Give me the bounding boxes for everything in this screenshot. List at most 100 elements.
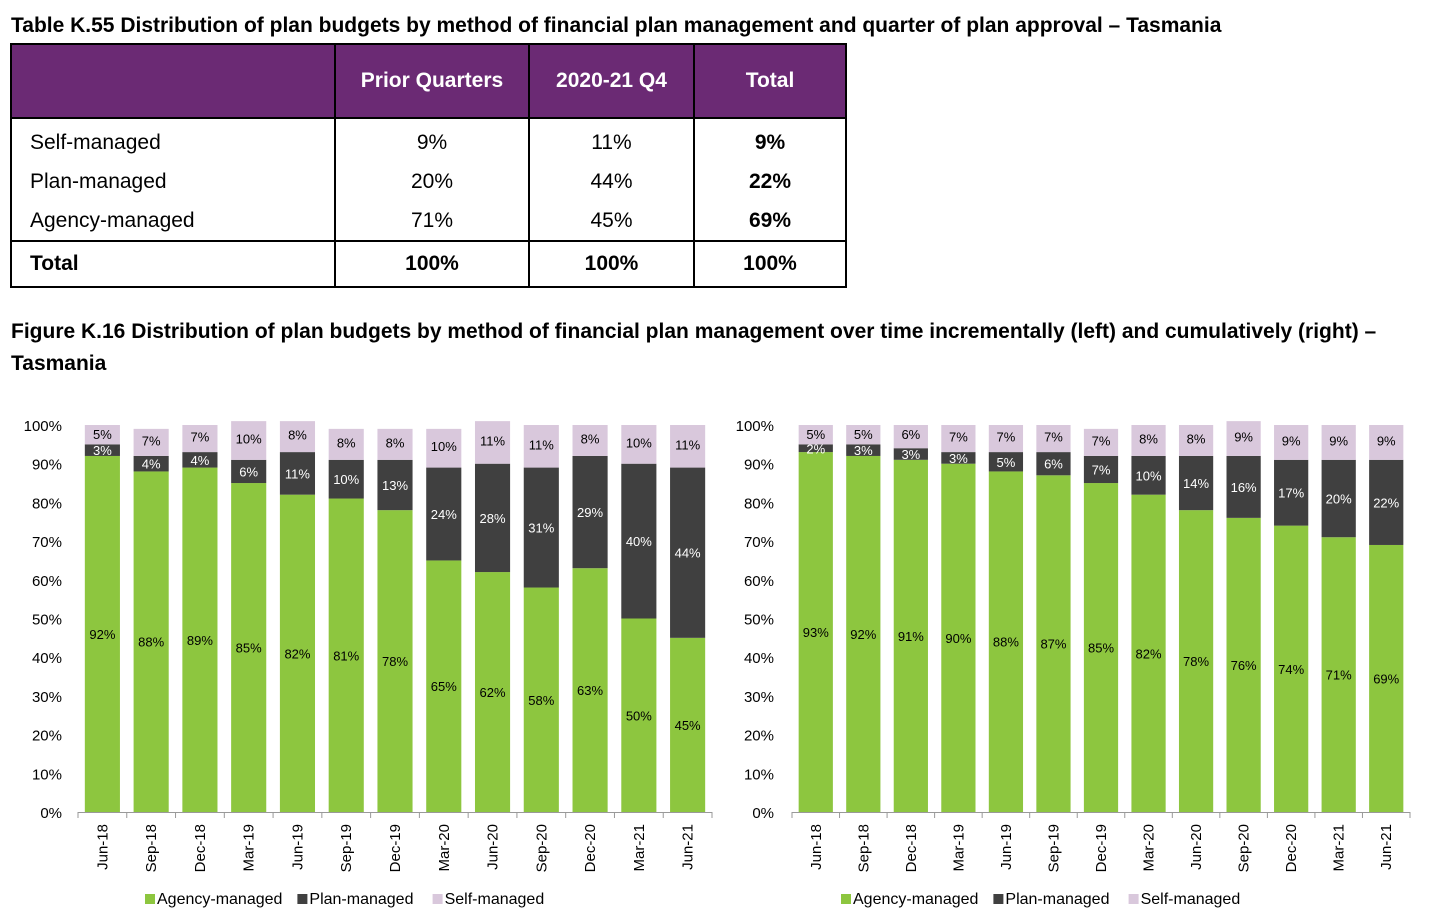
bar-segment [1036,452,1071,476]
bar-segment [377,459,413,511]
bar-segment [182,425,218,453]
y-tick-label: 100% [736,418,774,435]
bar-segment [941,452,976,464]
data-label: 62% [480,685,506,700]
x-tick-label: Sep-20 [1236,824,1253,872]
x-tick-label: Mar-19 [950,824,967,872]
data-label: 71% [1326,668,1352,683]
x-tick-label: Dec-19 [1093,824,1110,872]
figure-title: Figure K.16 Distribution of plan budgets… [11,320,1377,375]
bar-segment [846,425,881,445]
table-header-q4: 2020-21 Q4 [528,43,695,119]
bar-segment [1369,544,1404,812]
bar-segment [133,455,169,472]
data-label: 3% [949,451,968,466]
x-tick-label: Sep-18 [143,824,160,872]
data-label: 5% [806,427,825,442]
total-q4: 100% [528,240,695,288]
data-label: 69% [1373,671,1399,686]
y-tick-label: 10% [744,766,774,783]
cumulative-bar-chart: 0%10%20%30%40%50%60%70%80%90%100%93%2%5%… [736,418,1411,908]
data-label: 14% [1183,476,1209,491]
cell-q4: 11% [528,118,695,162]
data-label: 20% [1326,492,1352,507]
table-row: Plan-managed 20% 44% 22% [10,162,847,201]
bar-segment [1369,459,1404,545]
y-tick-label: 10% [32,766,62,783]
total-total: 100% [693,240,847,288]
row-label: Self-managed [10,118,336,162]
cell-q4: 44% [528,162,695,201]
x-tick-label: Jun-19 [289,824,306,870]
data-label: 40% [626,534,652,549]
bar-segment [426,467,462,561]
bar-segment [988,471,1024,812]
x-tick-label: Dec-19 [387,824,404,872]
data-label: 22% [1373,495,1399,510]
x-tick-label: Mar-20 [1141,824,1158,872]
y-tick-label: 90% [32,457,62,474]
bar-segment [1083,455,1119,484]
incremental-bar-chart: 0% 10% 20% 30% 40% 50% 60% 70% 80% 90% 100% 92% 3%5%… [24,418,713,908]
data-label: 7% [191,430,210,445]
bar-segment [1036,425,1071,453]
bar-segment [670,425,706,468]
legend-swatch [993,894,1004,904]
data-label: 85% [236,641,262,656]
data-label: 10% [236,431,262,446]
bar-segment [893,425,928,449]
data-label: 11% [529,437,554,452]
data-label: 8% [337,435,356,450]
bar-segment [426,428,462,468]
data-label: 45% [675,718,701,733]
bar-segment [523,467,559,588]
bar-segment [798,452,833,812]
bar-segment [1274,425,1309,460]
data-label: 2% [806,441,825,456]
bar-segment [572,568,608,812]
y-tick-label: 70% [32,534,62,551]
data-label: 16% [1231,480,1257,495]
data-label: 58% [528,693,554,708]
legend-swatch [432,894,443,904]
bar-segment [84,455,120,812]
bar-segment [1131,494,1166,812]
data-label: 6% [1044,457,1063,472]
y-tick-label: 0% [752,805,774,822]
bar-segment [474,463,511,573]
cell-prior: 9% [334,118,530,162]
y-tick-label: 80% [32,495,62,512]
bar-segment [279,421,316,453]
data-label: 9% [1329,433,1348,448]
bar-segment [893,459,928,812]
table-header-row: Prior Quarters 2020-21 Q4 Total [10,43,847,119]
data-label: 8% [581,431,600,446]
y-tick-label: 20% [32,728,62,745]
x-tick-label: Sep-19 [1045,824,1062,872]
bar-segment [426,560,462,812]
budget-distribution-table: Prior Quarters 2020-21 Q4 Total Self-man… [10,43,847,288]
x-tick-label: Jun-18 [94,824,111,870]
cell-total: 9% [693,118,847,162]
bar-segment [182,467,218,812]
x-tick-label: Dec-18 [192,824,209,872]
bar-segment [1178,425,1214,456]
bar-segment [328,498,364,812]
bar-segment [572,425,608,456]
y-tick-label: 80% [744,495,774,512]
bar-segment [474,421,511,464]
data-label: 10% [1136,468,1162,483]
data-label: 74% [1278,662,1304,677]
bar-segment [377,428,413,460]
data-label: 65% [431,679,457,694]
bar-segment [1131,455,1166,495]
data-label: 24% [431,507,457,522]
data-label: 78% [1183,654,1209,669]
data-label: 78% [382,654,408,669]
bar-segment [621,618,657,812]
data-label: 88% [993,635,1019,650]
x-tick-label: Mar-21 [1331,824,1348,872]
data-label: 28% [480,511,506,526]
bar-segment [1274,525,1309,812]
bar-segment [1178,455,1214,511]
